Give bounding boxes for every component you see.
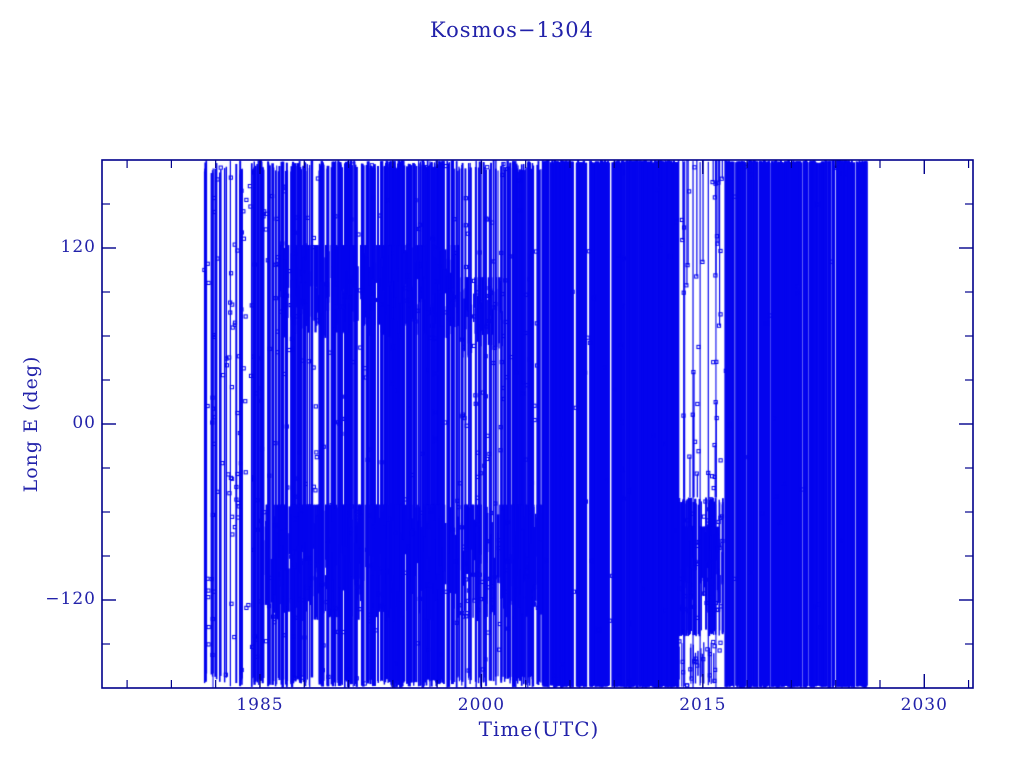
plot-frame [101,159,974,689]
x-tick-label: 1985 [236,695,284,715]
x-tick-label: 2030 [900,695,948,715]
x-axis-title: Time(UTC) [478,717,600,741]
x-tick-label: 2015 [679,695,727,715]
y-tick-label: 120 [60,237,96,257]
y-tick-label: −120 [45,589,96,609]
data-points-layer [102,160,973,688]
y-tick-label: 00 [72,413,96,433]
chart-title: Kosmos−1304 [430,18,594,42]
x-tick-label: 2000 [457,695,506,715]
